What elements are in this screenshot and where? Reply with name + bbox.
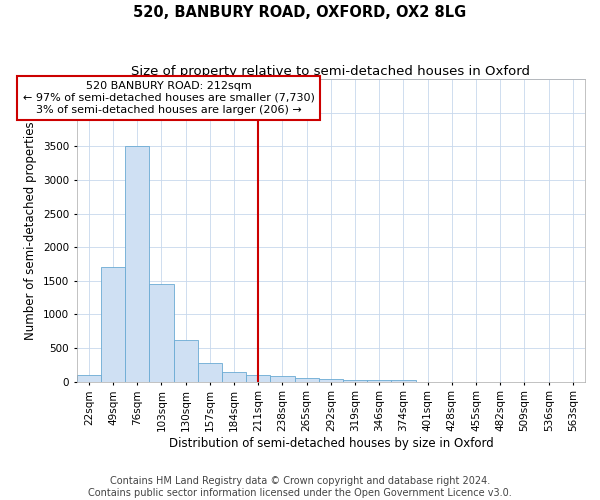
Bar [125,146,149,382]
Title: Size of property relative to semi-detached houses in Oxford: Size of property relative to semi-detach… [131,65,530,78]
Bar [319,379,343,382]
Bar [198,363,222,382]
Bar [149,284,173,382]
X-axis label: Distribution of semi-detached houses by size in Oxford: Distribution of semi-detached houses by … [169,437,493,450]
Bar [391,380,416,382]
Bar [101,268,125,382]
Bar [271,376,295,382]
Text: 520 BANBURY ROAD: 212sqm
← 97% of semi-detached houses are smaller (7,730)
3% of: 520 BANBURY ROAD: 212sqm ← 97% of semi-d… [23,82,314,114]
Text: 520, BANBURY ROAD, OXFORD, OX2 8LG: 520, BANBURY ROAD, OXFORD, OX2 8LG [133,5,467,20]
Bar [246,375,271,382]
Y-axis label: Number of semi-detached properties: Number of semi-detached properties [25,121,37,340]
Bar [222,372,246,382]
Text: Contains HM Land Registry data © Crown copyright and database right 2024.
Contai: Contains HM Land Registry data © Crown c… [88,476,512,498]
Bar [77,375,101,382]
Bar [343,380,367,382]
Bar [173,340,198,382]
Bar [295,378,319,382]
Bar [367,380,391,382]
